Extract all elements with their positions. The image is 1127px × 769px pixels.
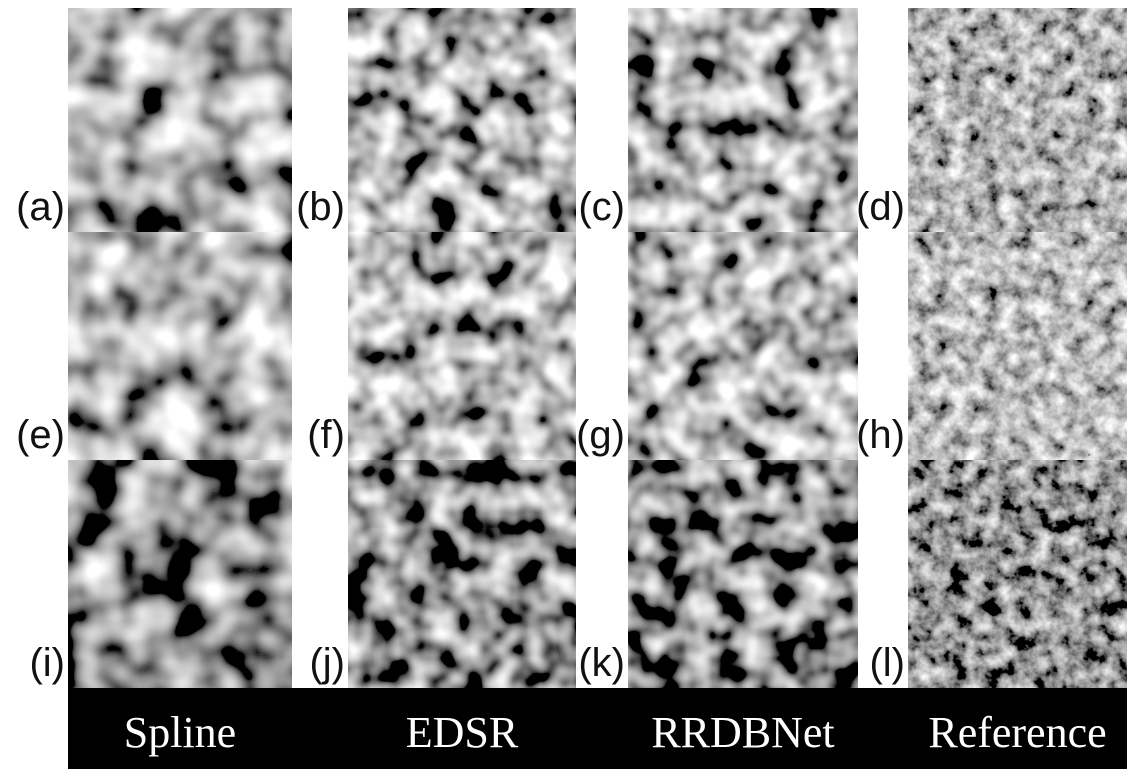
panel-label: (b) (296, 185, 345, 229)
panel-label: (k) (578, 641, 625, 685)
image-texture (628, 8, 858, 232)
panel-label: (l) (869, 641, 905, 685)
image-texture (348, 8, 576, 232)
column-label: Spline (124, 708, 236, 757)
panel-label: (g) (576, 413, 625, 457)
panel-label: (d) (856, 185, 905, 229)
panel-label: (e) (16, 413, 65, 457)
image-texture (348, 232, 576, 460)
panel-label: (c) (578, 185, 625, 229)
image-texture (68, 8, 292, 232)
panel-label: (h) (856, 413, 905, 457)
image-texture (908, 232, 1127, 460)
image-texture (348, 460, 576, 688)
image-texture (628, 232, 858, 460)
image-texture (628, 460, 858, 688)
panel-label: (j) (309, 641, 345, 685)
panel-label: (a) (16, 185, 65, 229)
column-label: EDSR (406, 708, 519, 757)
figure: (a) (b) (c) (d) (e) (f) (g) (h) (i) (j) (k) (l) Spli… (0, 0, 1127, 769)
image-texture (68, 460, 292, 688)
column-label: Reference (928, 708, 1106, 757)
panel-label: (f) (307, 413, 345, 457)
image-texture (908, 8, 1127, 232)
image-texture (68, 232, 292, 460)
panel-label: (i) (29, 641, 65, 685)
image-texture (908, 460, 1127, 688)
column-label: RRDBNet (651, 708, 834, 757)
